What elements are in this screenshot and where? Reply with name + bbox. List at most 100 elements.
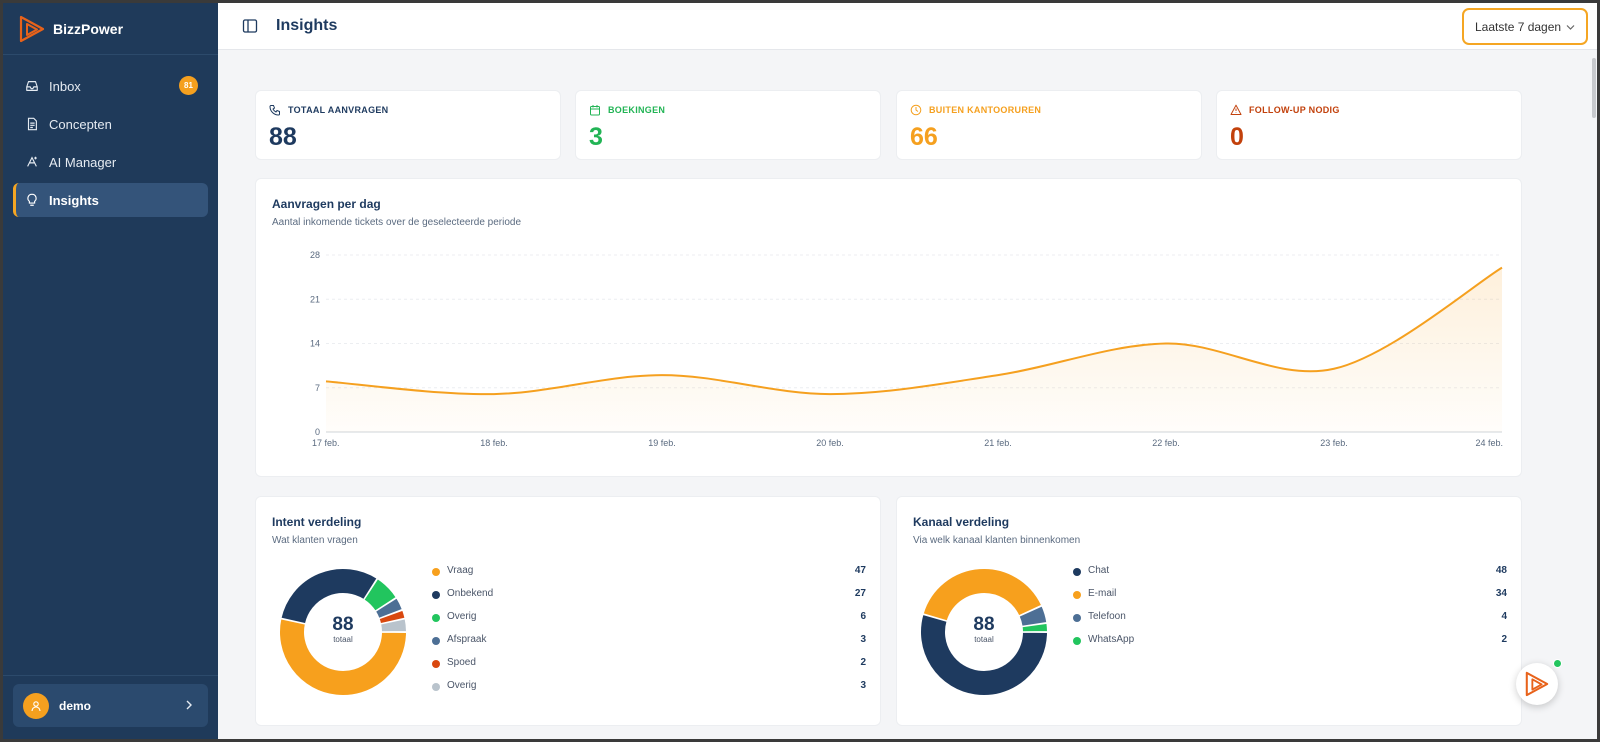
stat-label-text: TOTAAL AANVRAGEN: [288, 105, 389, 115]
donut-slice[interactable]: [1021, 622, 1049, 633]
legend-dot: [432, 614, 440, 622]
stat-label: BUITEN KANTOORUREN: [910, 104, 1041, 116]
stat-label-text: BUITEN KANTOORUREN: [929, 105, 1042, 115]
legend-item: Chat 48: [1073, 565, 1507, 579]
stat-card-follow-up: FOLLOW-UP NODIG 0: [1216, 90, 1522, 160]
donut-total: 88: [332, 614, 354, 635]
user-icon: [31, 700, 41, 711]
sidebar-item-inbox[interactable]: Inbox 81: [13, 69, 208, 103]
y-tick-label: 0: [315, 427, 320, 437]
app-window: BizzPower Inbox 81 Concepten AI Manager …: [3, 3, 1597, 739]
stat-label: TOTAAL AANVRAGEN: [269, 104, 388, 116]
donut-center: 88 totaal: [944, 614, 1024, 644]
sidebar-item-label: Concepten: [49, 116, 112, 132]
sidebar-item-label: Inbox: [49, 78, 81, 94]
brand[interactable]: BizzPower: [3, 3, 218, 55]
phone-icon: [269, 105, 280, 116]
legend-item: Overig 6: [432, 611, 866, 625]
donut-total-label: totaal: [333, 635, 353, 644]
inbox-icon: [26, 81, 38, 91]
inbox-count-badge: 81: [179, 76, 198, 95]
donut-slice[interactable]: [280, 568, 378, 625]
x-tick-label: 22 feb.: [1152, 438, 1180, 448]
chat-widget-button[interactable]: [1516, 663, 1558, 705]
area-fill: [326, 267, 1502, 432]
scrollbar-thumb[interactable]: [1592, 58, 1596, 118]
x-tick-label: 20 feb.: [816, 438, 844, 448]
online-status-dot: [1553, 659, 1562, 668]
user-name: demo: [59, 698, 92, 713]
card-title: Kanaal verdeling: [913, 515, 1010, 529]
stat-card-bookings: BOEKINGEN 3: [575, 90, 881, 160]
legend-value: 34: [1495, 588, 1507, 599]
legend-item: E-mail 34: [1073, 588, 1507, 602]
legend-value: 27: [854, 588, 866, 599]
series-line: [325, 266, 1503, 396]
app-name: BizzPower: [53, 20, 124, 37]
donut-slice[interactable]: [380, 618, 408, 633]
channel-distribution-card: Kanaal verdeling Via welk kanaal klanten…: [896, 496, 1522, 726]
sidebar-item-ai-manager[interactable]: AI Manager: [13, 145, 208, 179]
stat-value: 66: [910, 123, 938, 151]
donut-center: 88 totaal: [303, 614, 383, 644]
card-title: Intent verdeling: [272, 515, 362, 529]
chevron-right-icon: [186, 700, 192, 710]
sidebar-toggle-icon[interactable]: [242, 18, 258, 34]
y-tick-label: 7: [315, 383, 320, 393]
legend-dot: [1073, 568, 1081, 576]
legend-label: Onbekend: [447, 588, 494, 599]
legend-label: Overig: [447, 611, 477, 622]
donut-slice[interactable]: [374, 597, 403, 619]
legend-dot: [432, 683, 440, 691]
legend-value: 3: [860, 680, 866, 691]
donut-slice[interactable]: [920, 613, 1049, 696]
sidebar-item-insights[interactable]: Insights: [13, 183, 208, 217]
page-header: Insights Laatste 7 dagen: [218, 3, 1597, 50]
legend-label: Telefoon: [1088, 611, 1126, 622]
y-tick-label: 28: [310, 250, 320, 260]
legend-value: 2: [860, 657, 866, 668]
legend-label: E-mail: [1088, 588, 1117, 599]
lightbulb-icon: [27, 193, 37, 206]
stat-label-text: FOLLOW-UP NODIG: [1249, 105, 1340, 115]
y-tick-label: 14: [310, 339, 320, 349]
x-tick-label: 24 feb.: [1475, 438, 1503, 448]
date-range-select[interactable]: Laatste 7 dagen: [1462, 8, 1588, 45]
requests-per-day-card: Aanvragen per dag Aantal inkomende ticke…: [255, 178, 1522, 477]
donut-slice[interactable]: [1018, 605, 1048, 627]
channel-donut-chart: [920, 568, 1049, 696]
legend-value: 2: [1501, 634, 1507, 645]
legend-item: Afspraak 3: [432, 634, 866, 648]
donut-slice[interactable]: [363, 578, 397, 612]
intent-donut-chart: [279, 568, 408, 697]
legend-value: 6: [860, 611, 866, 622]
page-title: Insights: [276, 17, 338, 34]
legend-label: Spoed: [447, 657, 476, 668]
legend-value: 3: [860, 634, 866, 645]
x-tick-label: 23 feb.: [1320, 438, 1348, 448]
legend-value: 47: [854, 565, 866, 576]
legend-item: Overig 3: [432, 680, 866, 694]
scrollbar[interactable]: [1591, 50, 1597, 739]
donut-total-label: totaal: [974, 635, 994, 644]
legend-label: Vraag: [447, 565, 474, 576]
donut-total: 88: [973, 614, 995, 635]
legend-dot: [1073, 637, 1081, 645]
legend-item: Telefoon 4: [1073, 611, 1507, 625]
document-icon: [27, 117, 37, 131]
y-tick-label: 21: [310, 294, 320, 304]
sidebar-item-concepten[interactable]: Concepten: [13, 107, 208, 141]
sidebar-nav: Inbox 81 Concepten AI Manager Insights: [3, 55, 218, 217]
legend-item: Spoed 2: [432, 657, 866, 671]
warning-icon: [1230, 104, 1242, 115]
sidebar-item-label: AI Manager: [49, 154, 117, 170]
bizzpower-chat-icon: [1525, 671, 1549, 697]
sidebar-footer: demo: [3, 675, 218, 739]
stat-value: 3: [589, 123, 603, 151]
legend-label: Overig: [447, 680, 477, 691]
donut-slice[interactable]: [922, 568, 1043, 622]
user-menu[interactable]: demo: [13, 684, 208, 727]
donut-slice[interactable]: [378, 609, 406, 625]
stat-value: 88: [269, 123, 297, 151]
donut-slice[interactable]: [279, 618, 408, 697]
